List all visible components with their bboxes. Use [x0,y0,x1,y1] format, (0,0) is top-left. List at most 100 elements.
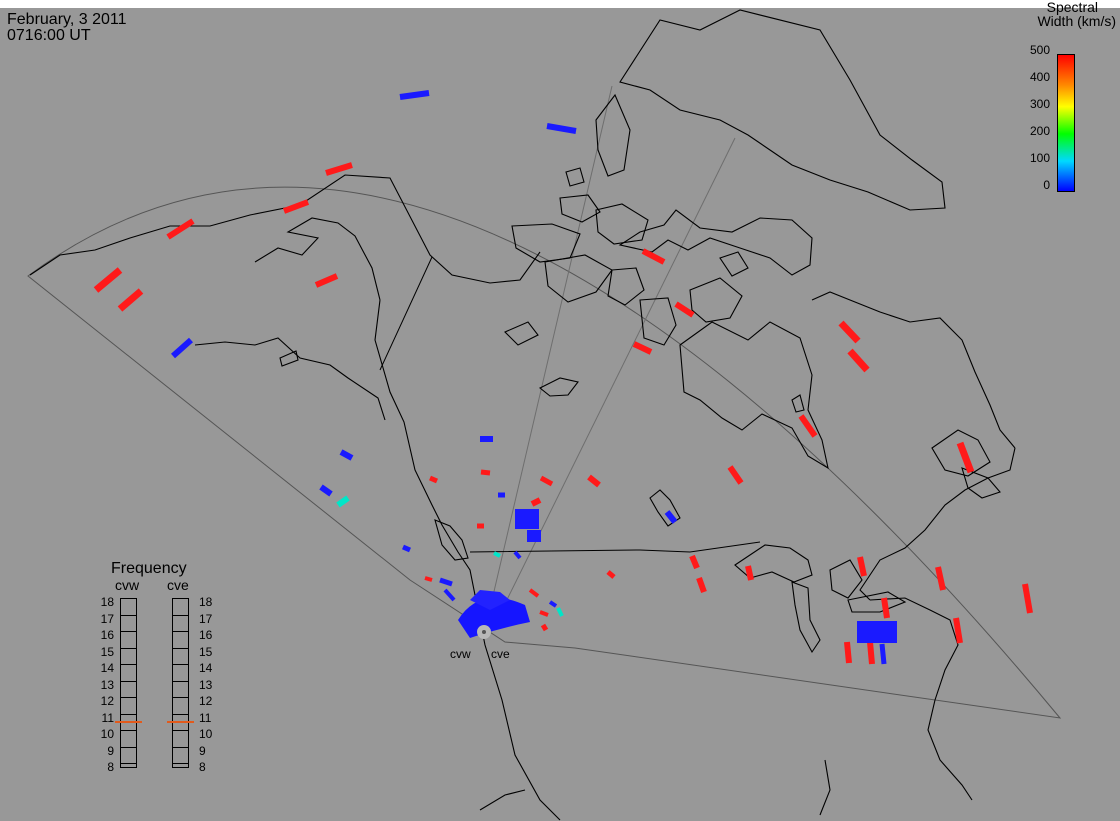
frequency-scale-label: 15 [199,644,213,659]
frequency-scale-label: 12 [199,694,213,708]
echo-segment [339,449,354,461]
echo-segment [857,556,867,577]
frequency-scale-cell [121,697,136,698]
echo-segment [745,565,754,581]
frequency-scale-cell [173,713,188,715]
echo-patch [527,530,541,542]
frequency-scale-label: 11 [199,710,212,725]
frequency-scale-label: 13 [100,677,114,692]
frequency-scale-cell [121,680,136,682]
echo-segment [540,623,549,632]
frequency-scale-cell [173,697,188,698]
echo-segment [539,610,549,617]
frequency-scale-cell [173,647,188,649]
echo-segment [314,273,339,288]
frequency-scale-label: 10 [199,727,213,741]
echo-segment [696,576,707,594]
echo-segment [847,348,870,373]
echo-segment [439,577,453,587]
echo-segment [844,641,852,664]
frequency-scale-label: 8 [107,760,114,774]
frequency-scale-label: 17 [199,611,213,626]
echo-segment [493,551,501,558]
frequency-marker-cvw [115,720,142,723]
frequency-scale-cell [173,680,188,682]
echo-segment [117,288,144,312]
frequency-scale-label: 14 [100,661,114,675]
date-label: February, 3 2011 [7,11,127,28]
frequency-title: Frequency [111,560,187,577]
frequency-scale-label: 15 [100,644,114,659]
frequency-scale-cvw [120,598,137,768]
echo-segment [664,510,678,524]
echo-segment [674,301,695,318]
echo-segment [641,248,666,265]
frequency-scale-label: 18 [199,595,213,609]
colorbar-title-line2: Width (km/s) [1037,13,1116,29]
frequency-scale-cell [173,730,188,731]
echo-segment [530,497,542,507]
echo-segment [838,320,861,344]
echo-segment [956,441,975,474]
echo-segment [319,484,333,497]
echo-segment [606,570,616,579]
frequency-scale-cve [172,598,189,768]
echo-segment [443,588,456,602]
echo-segment [93,267,123,293]
echo-segment [546,123,577,134]
radar-cluster [458,590,530,638]
frequency-scale-label: 9 [199,743,206,758]
borders [379,256,761,553]
frequency-scale-label: 16 [100,628,114,642]
echo-segment [539,475,554,487]
echo-segment [399,90,430,100]
colorbar [1057,54,1075,192]
radar-site-center [482,630,486,634]
frequency-scale-cell [121,664,136,665]
echo-segment [727,465,744,485]
echo-layer [93,90,1033,665]
echo-segment [587,474,601,488]
echo-segment [424,576,433,582]
frequency-scale-cell [121,713,136,715]
frequency-radar-cvw: cvw [115,577,140,593]
echo-segment [513,550,522,560]
frequency-scale-cell [173,763,188,764]
echo-segment [689,554,700,570]
frequency-scale-cell [121,763,136,764]
echo-segment [528,588,540,598]
colorbar-tick: 500 [1029,43,1050,57]
echo-segment [171,337,193,359]
frequency-scale-cell [121,730,136,731]
frequency-scale-label: 18 [100,595,114,609]
echo-segment [881,597,890,619]
frequency-scale-cell [121,614,136,616]
coastlines [29,9,1016,821]
frequency-scale-label: 13 [199,677,213,692]
radar-label-cve: cve [491,647,510,661]
colorbar-tick: 100 [1029,151,1050,165]
echo-segment [325,162,353,176]
echo-patch [515,509,539,529]
frequency-scale-cell [121,746,136,748]
frequency-scale-label: 16 [199,628,213,642]
echo-segment [166,218,195,240]
radar-label-cvw: cvw [450,647,471,661]
frequency-scale-cell [121,631,136,632]
echo-segment [867,641,875,665]
frequency-scale-cell [173,614,188,616]
frequency-radar-cve: cve [167,577,189,593]
echo-segment [429,475,438,484]
fov-beam-1 [484,85,613,631]
frequency-scale-label: 17 [100,611,114,626]
fov-outline [27,186,1062,719]
echo-segment [548,600,558,608]
top-strip [0,0,1120,8]
frequency-scale-label: 8 [199,760,206,774]
echo-segment [336,495,350,508]
frequency-scale-label: 9 [107,743,114,758]
echo-patch [857,621,897,643]
colorbar-title-line1: Spectral [1046,0,1098,15]
frequency-scale-cell [121,647,136,649]
